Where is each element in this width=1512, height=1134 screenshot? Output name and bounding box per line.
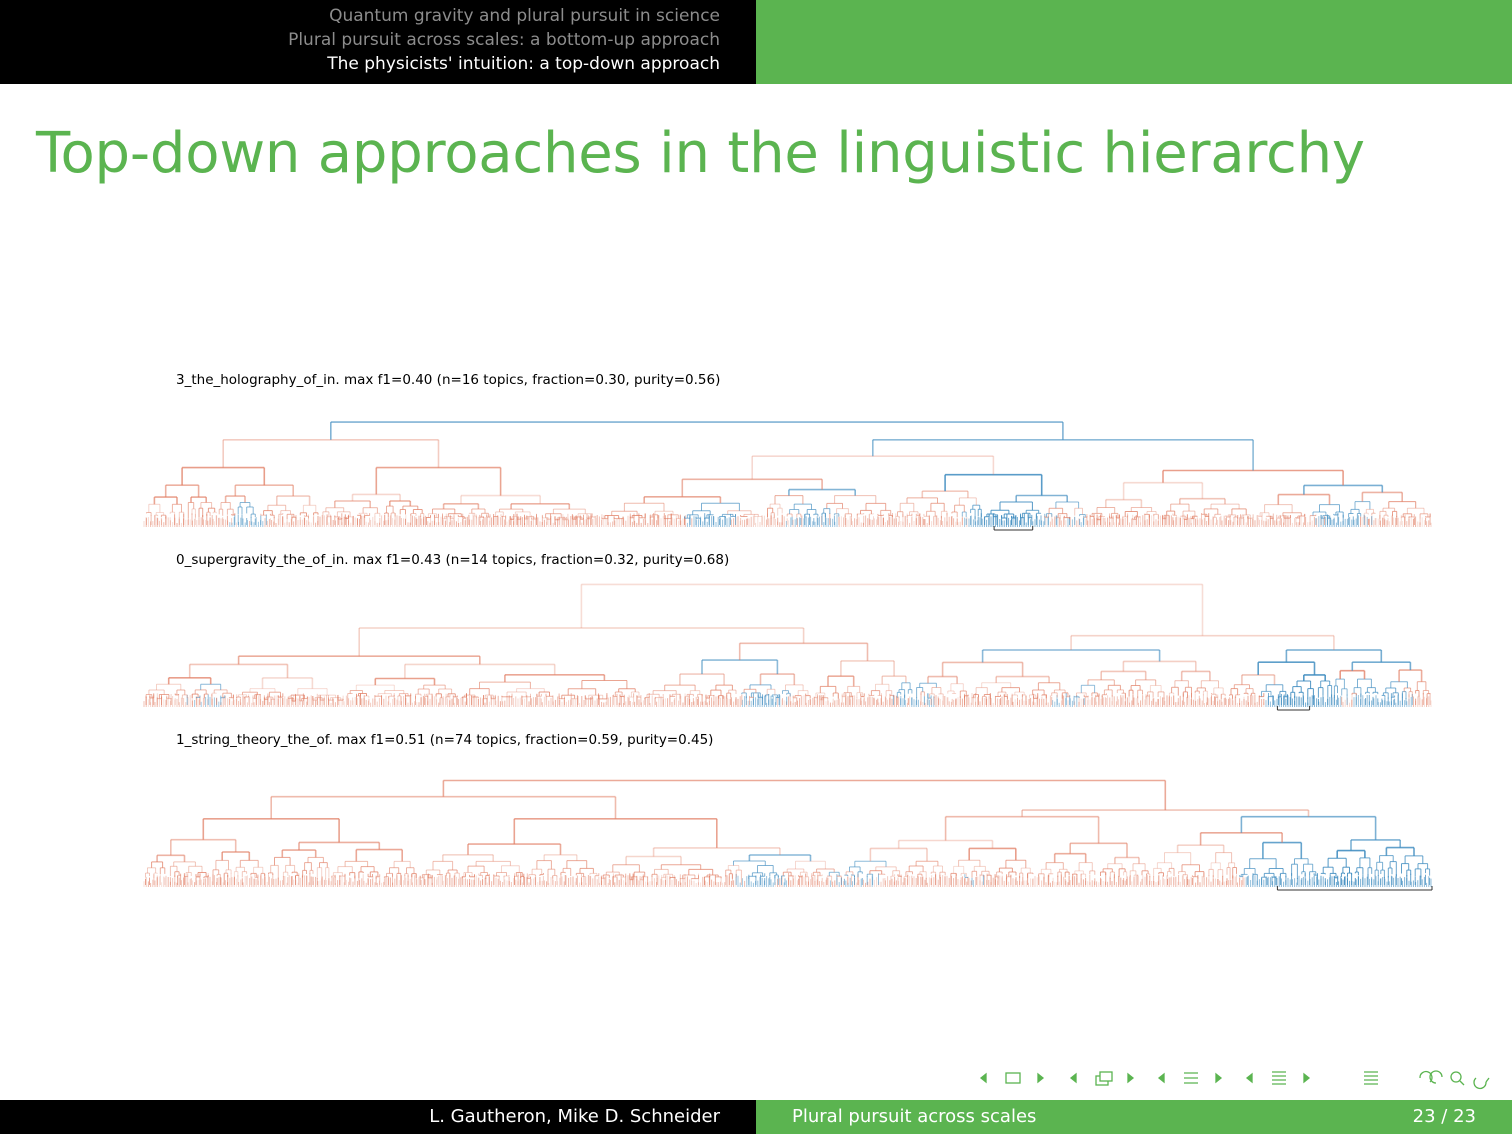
dendrogram-title: 1_string_theory_the_of. max f1=0.51 (n=7… <box>176 732 714 748</box>
page-number: 23 / 23 <box>1412 1106 1476 1127</box>
section-link-quantum-gravity[interactable]: Quantum gravity and plural pursuit in sc… <box>329 6 720 26</box>
footer-short-title: Plural pursuit across scales <box>792 1106 1037 1127</box>
nav-section-icon[interactable] <box>1184 1072 1198 1084</box>
nav-forward-icon[interactable] <box>1473 1077 1490 1090</box>
section-link-top-down[interactable]: The physicists' intuition: a top-down ap… <box>327 54 720 74</box>
nav-search-icon[interactable] <box>1450 1071 1465 1086</box>
nav-prev-subsection-icon[interactable] <box>1069 1072 1077 1084</box>
nav-frame-icon[interactable] <box>1005 1072 1021 1084</box>
dendrogram-plot <box>143 583 1432 711</box>
section-link-bottom-up[interactable]: Plural pursuit across scales: a bottom-u… <box>288 30 720 50</box>
nav-toc-icon[interactable] <box>1364 1071 1378 1085</box>
nav-next-part-icon[interactable] <box>1303 1072 1311 1084</box>
nav-next-section-icon[interactable] <box>1215 1072 1223 1084</box>
nav-subsection-icon[interactable] <box>1095 1071 1113 1086</box>
nav-prev-section-icon[interactable] <box>1157 1072 1165 1084</box>
header-section-nav: Quantum gravity and plural pursuit in sc… <box>0 0 756 84</box>
header-accent-bar <box>756 0 1512 84</box>
beamer-navigation <box>976 1064 1502 1092</box>
dendrogram-panel-string-theory: 1_string_theory_the_of. max f1=0.51 (n=7… <box>140 731 1440 899</box>
dendrogram-title: 3_the_holography_of_in. max f1=0.40 (n=1… <box>176 372 721 388</box>
nav-next-frame-icon[interactable] <box>1037 1072 1045 1084</box>
nav-prev-part-icon[interactable] <box>1245 1072 1253 1084</box>
dendrogram-title: 0_supergravity_the_of_in. max f1=0.43 (n… <box>176 552 730 568</box>
nav-prev-frame-icon[interactable] <box>979 1072 987 1084</box>
nav-part-icon[interactable] <box>1272 1071 1286 1085</box>
footer-authors: L. Gautheron, Mike D. Schneider <box>429 1106 720 1127</box>
nav-next-subsection-icon[interactable] <box>1127 1072 1135 1084</box>
footer-authors-bar: L. Gautheron, Mike D. Schneider <box>0 1100 756 1134</box>
dendrogram-panel-supergravity: 0_supergravity_the_of_in. max f1=0.43 (n… <box>140 551 1440 719</box>
dendrogram-plot <box>143 779 1433 891</box>
dendrogram-panel-holography: 3_the_holography_of_in. max f1=0.40 (n=1… <box>140 371 1440 539</box>
nav-back-icon[interactable] <box>1419 1070 1443 1084</box>
slide-title: Top-down approaches in the linguistic hi… <box>36 121 1365 186</box>
footer-title-bar: Plural pursuit across scales 23 / 23 <box>756 1100 1512 1134</box>
nav-icons-svg <box>979 1070 1490 1090</box>
dendrogram-plot <box>143 421 1432 531</box>
